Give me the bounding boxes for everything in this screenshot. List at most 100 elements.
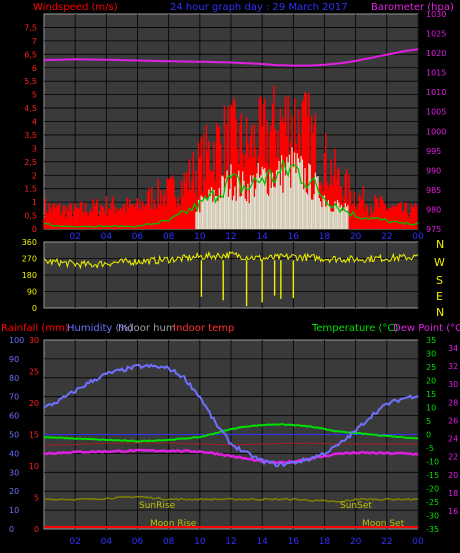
y-tick-label-barometer: 985 xyxy=(426,186,441,195)
y-tick-label-wind: 4,5 xyxy=(24,104,37,113)
x-tick-label-bottom: 04 xyxy=(101,537,113,547)
x-tick-label-top: 20 xyxy=(350,232,362,242)
y-tick-label-dew-point: 24 xyxy=(448,435,458,444)
sunrise-label: SunRise xyxy=(139,501,176,511)
y-tick-label-humidity: 80 xyxy=(9,374,19,383)
y-tick-label-wind: 5 xyxy=(32,91,37,100)
x-tick-label-top: 08 xyxy=(163,232,175,242)
y-tick-label-temperature: -30 xyxy=(426,512,439,521)
barometer-line xyxy=(43,48,419,67)
windspeed-axis-label: Windspeed (m/s) xyxy=(33,2,118,13)
graph-title: 24 hour graph day : 29 March 2017 xyxy=(170,2,348,13)
compass-n-bottom: N xyxy=(436,306,444,319)
humidity-line xyxy=(43,363,419,468)
y-tick-label-temperature: 15 xyxy=(426,390,436,399)
y-tick-label-humidity: 30 xyxy=(9,468,19,477)
x-tick-label-top: 18 xyxy=(319,232,331,242)
y-tick-label-rainfall: 20 xyxy=(29,399,39,408)
y-tick-label-humidity: 0 xyxy=(9,525,14,534)
x-tick-label-top: 00 xyxy=(412,232,424,242)
y-tick-label-temperature: 5 xyxy=(426,417,431,426)
x-tick-label-top: 04 xyxy=(101,232,113,242)
x-tick-label-top: 10 xyxy=(194,232,206,242)
y-tick-label-barometer: 1005 xyxy=(426,108,446,117)
y-tick-label-wind: 0 xyxy=(32,225,37,234)
y-tick-label-rainfall: 15 xyxy=(29,431,39,440)
y-tick-label-barometer: 1020 xyxy=(426,49,446,58)
x-tick-label-bottom: 06 xyxy=(132,537,144,547)
sunset-label: SunSet xyxy=(340,501,372,511)
x-tick-label-bottom: 16 xyxy=(288,537,300,547)
y-tick-label-temperature: -35 xyxy=(426,525,439,534)
y-tick-label-dew-point: 20 xyxy=(448,471,458,480)
y-tick-label-wind: 0,5 xyxy=(24,212,37,221)
y-tick-label-barometer: 1030 xyxy=(426,10,446,19)
dew-point-axis-label: Dew Point (°C) xyxy=(393,323,460,334)
y-tick-label-wind: 6 xyxy=(32,64,37,73)
indoor-hum-axis-label: Indoor hum xyxy=(118,323,176,334)
x-tick-label-top: 16 xyxy=(288,232,300,242)
y-tick-label-temperature: -20 xyxy=(426,485,439,494)
x-tick-label-bottom: 08 xyxy=(163,537,175,547)
y-tick-label-rainfall: 0 xyxy=(34,525,39,534)
y-tick-label-humidity: 100 xyxy=(9,336,24,345)
x-tick-label-bottom: 22 xyxy=(381,537,392,547)
y-tick-label-wind: 3,5 xyxy=(24,131,37,140)
moonset-label: Moon Set xyxy=(362,519,405,529)
y-tick-label-temperature: -15 xyxy=(426,471,439,480)
x-tick-label-bottom: 14 xyxy=(256,537,268,547)
y-tick-label-direction: 360 xyxy=(22,238,37,247)
y-tick-label-barometer: 980 xyxy=(426,205,441,214)
y-tick-label-direction: 0 xyxy=(32,304,37,313)
y-tick-label-barometer: 1015 xyxy=(426,69,446,78)
y-tick-label-rainfall: 25 xyxy=(29,368,39,377)
y-tick-label-temperature: 10 xyxy=(426,404,436,413)
y-tick-label-rainfall: 5 xyxy=(34,494,39,503)
temperature-axis-label: Temperature (°C) xyxy=(311,323,398,334)
y-tick-label-dew-point: 32 xyxy=(448,362,458,371)
dew-point-line xyxy=(43,448,419,465)
y-tick-label-humidity: 20 xyxy=(9,487,19,496)
y-tick-label-wind: 7 xyxy=(32,37,37,46)
y-tick-label-temperature: 25 xyxy=(426,363,436,372)
x-tick-label-bottom: 18 xyxy=(319,537,331,547)
y-tick-label-barometer: 1000 xyxy=(426,127,446,136)
y-tick-label-barometer: 1010 xyxy=(426,88,446,97)
x-tick-label-top: 06 xyxy=(132,232,144,242)
y-tick-label-wind: 6,5 xyxy=(24,50,37,59)
y-tick-label-dew-point: 18 xyxy=(448,489,458,498)
y-tick-label-humidity: 40 xyxy=(9,449,19,458)
x-tick-label-top: 22 xyxy=(381,232,392,242)
y-tick-label-humidity: 90 xyxy=(9,355,19,364)
rainfall-axis-label: Rainfall (mm) xyxy=(1,323,69,334)
y-tick-label-dew-point: 22 xyxy=(448,453,458,462)
y-tick-label-humidity: 10 xyxy=(9,506,19,515)
compass-e: E xyxy=(436,290,443,303)
barometer-axis-label: Barometer (hpa) xyxy=(371,2,454,13)
x-tick-label-bottom: 20 xyxy=(350,537,362,547)
x-tick-label-bottom: 12 xyxy=(225,537,236,547)
compass-w: W xyxy=(434,256,445,269)
axis-layer: 0202040406060808101012121414161618182020… xyxy=(9,10,458,547)
y-tick-label-wind: 2 xyxy=(32,171,37,180)
x-tick-label-bottom: 00 xyxy=(412,537,424,547)
compass-s: S xyxy=(436,274,443,287)
y-tick-label-wind: 1,5 xyxy=(24,185,37,194)
indoor-temp-axis-label: Indoor temp xyxy=(173,323,234,334)
y-tick-label-temperature: 20 xyxy=(426,377,436,386)
y-tick-label-temperature: -10 xyxy=(426,458,439,467)
y-tick-label-humidity: 50 xyxy=(9,431,19,440)
x-tick-label-bottom: 02 xyxy=(69,537,80,547)
y-tick-label-wind: 5,5 xyxy=(24,77,37,86)
y-tick-label-direction: 270 xyxy=(22,255,37,264)
y-tick-label-temperature: 30 xyxy=(426,350,436,359)
y-tick-label-barometer: 995 xyxy=(426,147,441,156)
wind-average-line xyxy=(43,160,419,228)
y-tick-label-barometer: 990 xyxy=(426,166,441,175)
y-tick-label-dew-point: 26 xyxy=(448,416,458,425)
wind-direction-line xyxy=(43,250,419,270)
y-tick-label-temperature: 0 xyxy=(426,431,431,440)
y-tick-label-direction: 180 xyxy=(22,271,37,280)
y-tick-label-wind: 2,5 xyxy=(24,158,37,167)
